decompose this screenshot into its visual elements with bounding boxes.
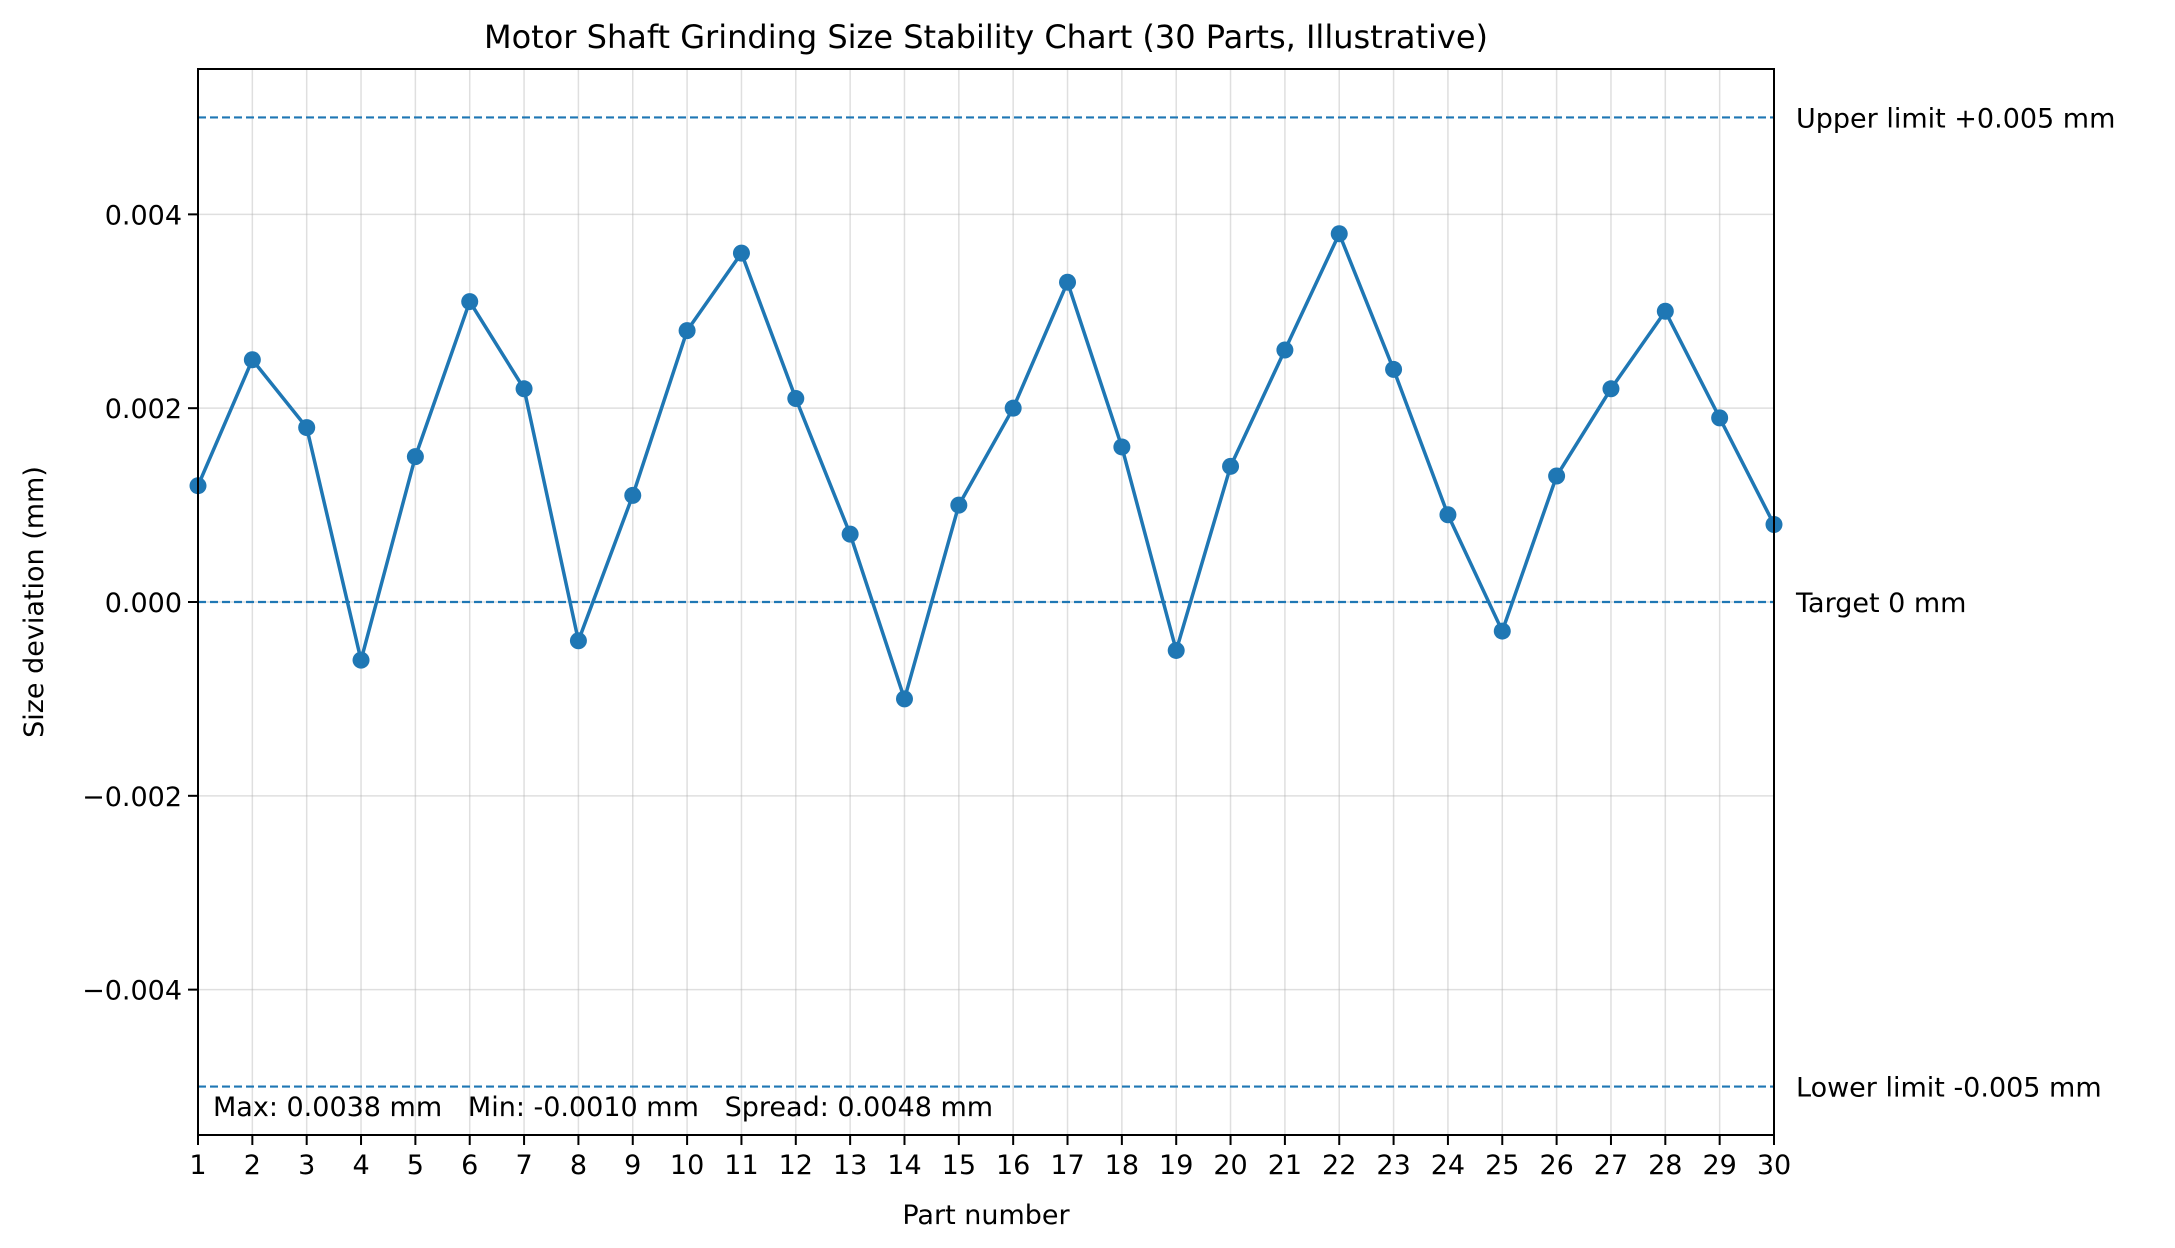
x-tick-label: 14	[887, 1150, 921, 1181]
data-point	[787, 389, 805, 407]
x-tick-label: 27	[1594, 1150, 1628, 1181]
x-tick-label: 8	[570, 1150, 587, 1181]
x-tick-label: 3	[298, 1150, 315, 1181]
x-tick-label: 13	[833, 1150, 867, 1181]
data-point	[1439, 506, 1457, 524]
x-tick-label: 29	[1702, 1150, 1736, 1181]
data-point	[1330, 225, 1348, 243]
data-point	[1004, 399, 1022, 417]
x-tick-label: 28	[1648, 1150, 1682, 1181]
x-tick-label: 22	[1322, 1150, 1356, 1181]
data-point	[1656, 302, 1674, 320]
y-tick-label: 0.000	[105, 588, 182, 619]
data-point	[950, 496, 968, 514]
x-tick-label: 6	[461, 1150, 478, 1181]
data-point	[1276, 341, 1294, 359]
data-point	[732, 244, 750, 262]
x-tick-label: 26	[1539, 1150, 1573, 1181]
x-tick-label: 9	[624, 1150, 641, 1181]
reference-line-label: Target 0 mm	[1795, 588, 1966, 619]
x-tick-label: 19	[1159, 1150, 1193, 1181]
x-tick-label: 24	[1431, 1150, 1465, 1181]
series-line	[196, 232, 1776, 701]
data-point	[1167, 641, 1185, 659]
x-tick-label: 4	[352, 1150, 369, 1181]
reference-line-label: Upper limit +0.005 mm	[1796, 103, 2115, 134]
x-tick-label: 10	[670, 1150, 704, 1181]
data-point	[243, 351, 261, 369]
data-point	[678, 322, 696, 340]
y-tick-label: 0.002	[105, 394, 182, 425]
x-tick-label: 30	[1757, 1150, 1791, 1181]
x-tick-label: 5	[407, 1150, 424, 1181]
x-tick-label: 7	[515, 1150, 532, 1181]
x-tick-label: 12	[779, 1150, 813, 1181]
x-tick-label: 17	[1050, 1150, 1084, 1181]
data-point	[1113, 438, 1131, 456]
reference-line-label: Lower limit -0.005 mm	[1796, 1073, 2102, 1104]
data-point	[624, 486, 642, 504]
stats-annotation: Max: 0.0038 mm Min: -0.0010 mm Spread: 0…	[213, 1092, 993, 1123]
x-tick-label: 16	[996, 1150, 1030, 1181]
data-point	[1493, 622, 1511, 640]
data-point	[569, 632, 587, 650]
data-point	[406, 448, 424, 466]
x-axis-ticks: 1 2 3 4 5 6 7 8 9 10 11 12 13 14 15 16 17 18 19 20 21 22 23 24 2…	[189, 1135, 1791, 1181]
data-point	[1548, 467, 1566, 485]
y-axis-label: Size deviation (mm)	[19, 466, 50, 738]
data-point	[1602, 380, 1620, 398]
y-tick-label: −0.002	[82, 782, 182, 813]
data-point	[352, 651, 370, 669]
x-axis-label: Part number	[902, 1200, 1070, 1231]
data-point	[1059, 273, 1077, 291]
x-tick-label: 2	[244, 1150, 261, 1181]
data-point	[1711, 409, 1729, 427]
data-point	[841, 525, 859, 543]
y-tick-label: −0.004	[82, 976, 182, 1007]
x-tick-label: 23	[1376, 1150, 1410, 1181]
x-tick-label: 21	[1268, 1150, 1302, 1181]
x-tick-label: 20	[1213, 1150, 1247, 1181]
x-tick-label: 1	[189, 1150, 206, 1181]
y-axis-ticks: 0.004 0.002 0.000 −0.002 −0.004	[82, 200, 198, 1007]
data-point	[1222, 457, 1240, 475]
x-tick-label: 25	[1485, 1150, 1519, 1181]
chart-title: Motor Shaft Grinding Size Stability Char…	[484, 18, 1488, 56]
y-tick-label: 0.004	[105, 200, 182, 231]
x-tick-label: 18	[1105, 1150, 1139, 1181]
data-point	[298, 419, 316, 437]
reference-line-labels: Upper limit +0.005 mm Target 0 mm Lower li…	[1795, 103, 2115, 1103]
x-tick-label: 11	[724, 1150, 758, 1181]
x-tick-label: 15	[942, 1150, 976, 1181]
series-layer	[189, 225, 1783, 708]
data-point	[895, 690, 913, 708]
data-point	[515, 380, 533, 398]
data-point	[461, 293, 479, 311]
data-point	[1385, 360, 1403, 378]
